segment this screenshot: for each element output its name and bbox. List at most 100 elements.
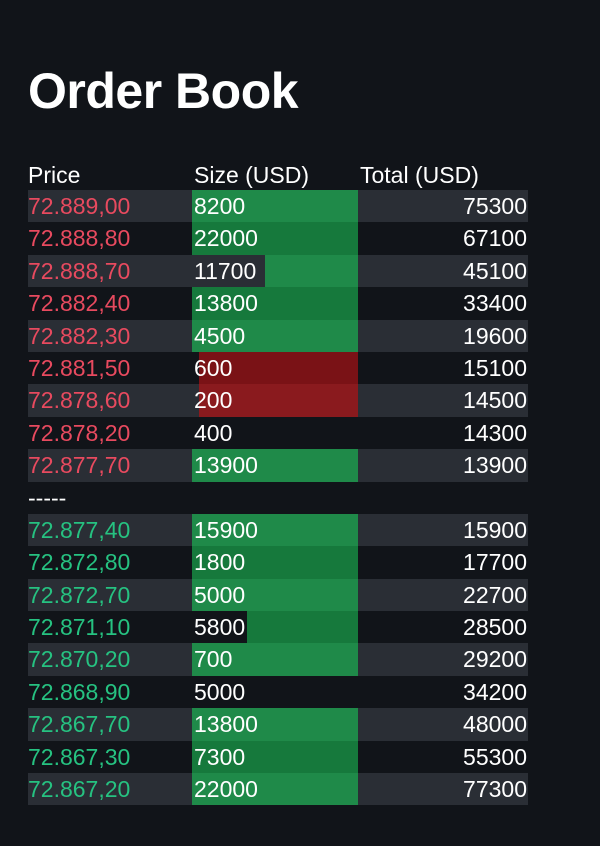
total-cell: 77300 (463, 776, 527, 803)
bid-row[interactable]: 72.872,70 5000 22700 (28, 578, 528, 612)
column-header-total: Total (USD) (360, 162, 479, 188)
size-cell: 4500 (192, 319, 358, 352)
depth-bar-buy (192, 513, 358, 547)
price-cell: 72.881,50 (28, 354, 131, 381)
size-cell: 1800 (192, 546, 358, 579)
size-value: 600 (194, 354, 233, 381)
ask-row[interactable]: 72.878,20 400 14300 (28, 417, 528, 449)
size-cell: 15900 (192, 513, 358, 547)
bid-row[interactable]: 72.867,70 13800 48000 (28, 708, 528, 742)
price-cell: 72.872,80 (28, 549, 131, 576)
ask-row[interactable]: 72.881,50 600 15100 (28, 351, 528, 385)
table-header: Price Size (USD) Total (USD) (28, 160, 528, 190)
size-value: 5000 (194, 581, 246, 608)
bid-row[interactable]: 72.872,80 1800 17700 (28, 546, 528, 579)
size-cell: 22000 (192, 222, 358, 255)
price-cell: 72.867,70 (28, 711, 131, 738)
ask-row[interactable]: 72.878,60 200 14500 (28, 384, 528, 418)
depth-bar-buy (265, 254, 358, 288)
size-value: 4500 (194, 322, 246, 349)
total-cell: 45100 (463, 257, 527, 284)
bid-row[interactable]: 72.877,40 15900 15900 (28, 513, 528, 547)
total-cell: 14300 (463, 419, 527, 446)
total-cell: 13900 (463, 452, 527, 479)
size-value: 15900 (194, 516, 258, 543)
price-cell: 72.888,70 (28, 257, 131, 284)
ask-row[interactable]: 72.877,70 13900 13900 (28, 449, 528, 482)
size-cell: 13800 (192, 287, 358, 320)
price-cell: 72.871,10 (28, 614, 131, 641)
depth-bar-buy (192, 449, 358, 482)
depth-bar-sell (198, 384, 358, 417)
depth-bar-sell (198, 351, 358, 385)
size-cell: 7300 (192, 740, 358, 774)
depth-bar-buy (192, 190, 358, 223)
bid-row[interactable]: 72.867,30 7300 55300 (28, 740, 528, 774)
total-cell: 28500 (463, 614, 527, 641)
total-cell: 67100 (463, 225, 527, 252)
size-cell: 8200 (192, 190, 358, 223)
size-cell: 200 (192, 384, 358, 417)
page-title: Order Book (28, 63, 299, 119)
size-cell: 5000 (192, 676, 358, 708)
ask-row[interactable]: 72.889,00 8200 75300 (28, 190, 528, 223)
total-cell: 15900 (463, 516, 527, 543)
bid-row[interactable]: 72.868,90 5000 34200 (28, 676, 528, 708)
size-value: 5000 (194, 678, 246, 705)
order-book-rows: 72.889,00 8200 75300 72.888,80 22000 67100 72.… (28, 190, 528, 806)
ask-row[interactable]: 72.882,40 13800 33400 (28, 287, 528, 320)
depth-bar-buy (192, 773, 358, 806)
total-cell: 33400 (463, 290, 527, 317)
price-cell: 72.868,90 (28, 678, 131, 705)
price-cell: 72.867,30 (28, 743, 131, 770)
size-cell: 22000 (192, 773, 358, 806)
price-cell: 72.888,80 (28, 225, 131, 252)
depth-bar-buy (192, 222, 358, 255)
price-cell: 72.882,30 (28, 322, 131, 349)
total-cell: 19600 (463, 322, 527, 349)
bid-row[interactable]: 72.867,20 22000 77300 (28, 773, 528, 806)
size-cell: 600 (192, 351, 358, 385)
ask-row[interactable]: 72.888,80 22000 67100 (28, 222, 528, 255)
total-cell: 34200 (463, 678, 527, 705)
size-value: 1800 (194, 549, 246, 576)
depth-bar-buy (192, 578, 358, 612)
size-cell: 5000 (192, 578, 358, 612)
size-value: 22000 (194, 225, 258, 252)
size-value: 400 (194, 419, 233, 446)
price-cell: 72.870,20 (28, 646, 131, 673)
size-value: 13900 (194, 452, 258, 479)
size-cell: 13800 (192, 708, 358, 741)
total-cell: 75300 (463, 193, 527, 219)
ask-row[interactable]: 72.882,30 4500 19600 (28, 319, 528, 353)
price-cell: 72.882,40 (28, 290, 131, 317)
ask-row[interactable]: 72.888,70 11700 45100 (28, 254, 528, 288)
size-value: 11700 (194, 257, 257, 284)
column-header-size: Size (USD) (194, 162, 310, 188)
size-cell: 400 (192, 417, 358, 449)
depth-bar-buy (192, 319, 358, 352)
bid-row[interactable]: 72.871,10 5800 28500 (28, 611, 528, 644)
depth-bar-buy (192, 287, 358, 320)
price-cell: 72.872,70 (28, 581, 131, 608)
size-cell: 11700 (192, 254, 358, 288)
depth-bar-buy (192, 708, 358, 741)
bid-row[interactable]: 72.870,20 700 29200 (28, 643, 528, 677)
total-cell: 55300 (463, 743, 527, 770)
column-header-price: Price (28, 162, 81, 188)
price-cell: 72.877,70 (28, 452, 131, 479)
price-cell: 72.877,40 (28, 516, 131, 543)
price-cell: 72.889,00 (28, 193, 131, 219)
total-cell: 22700 (463, 581, 527, 608)
size-value: 700 (194, 646, 233, 673)
size-cell: 5800 (192, 611, 358, 644)
size-cell: 700 (192, 643, 358, 676)
total-cell: 29200 (463, 646, 527, 673)
total-cell: 48000 (463, 711, 527, 738)
size-value: 13800 (194, 290, 258, 317)
size-value: 7300 (194, 743, 246, 770)
size-value: 5800 (194, 614, 246, 641)
size-cell: 13900 (192, 449, 358, 482)
depth-bar-buy (246, 611, 358, 644)
spread-divider: ----- (28, 484, 67, 511)
